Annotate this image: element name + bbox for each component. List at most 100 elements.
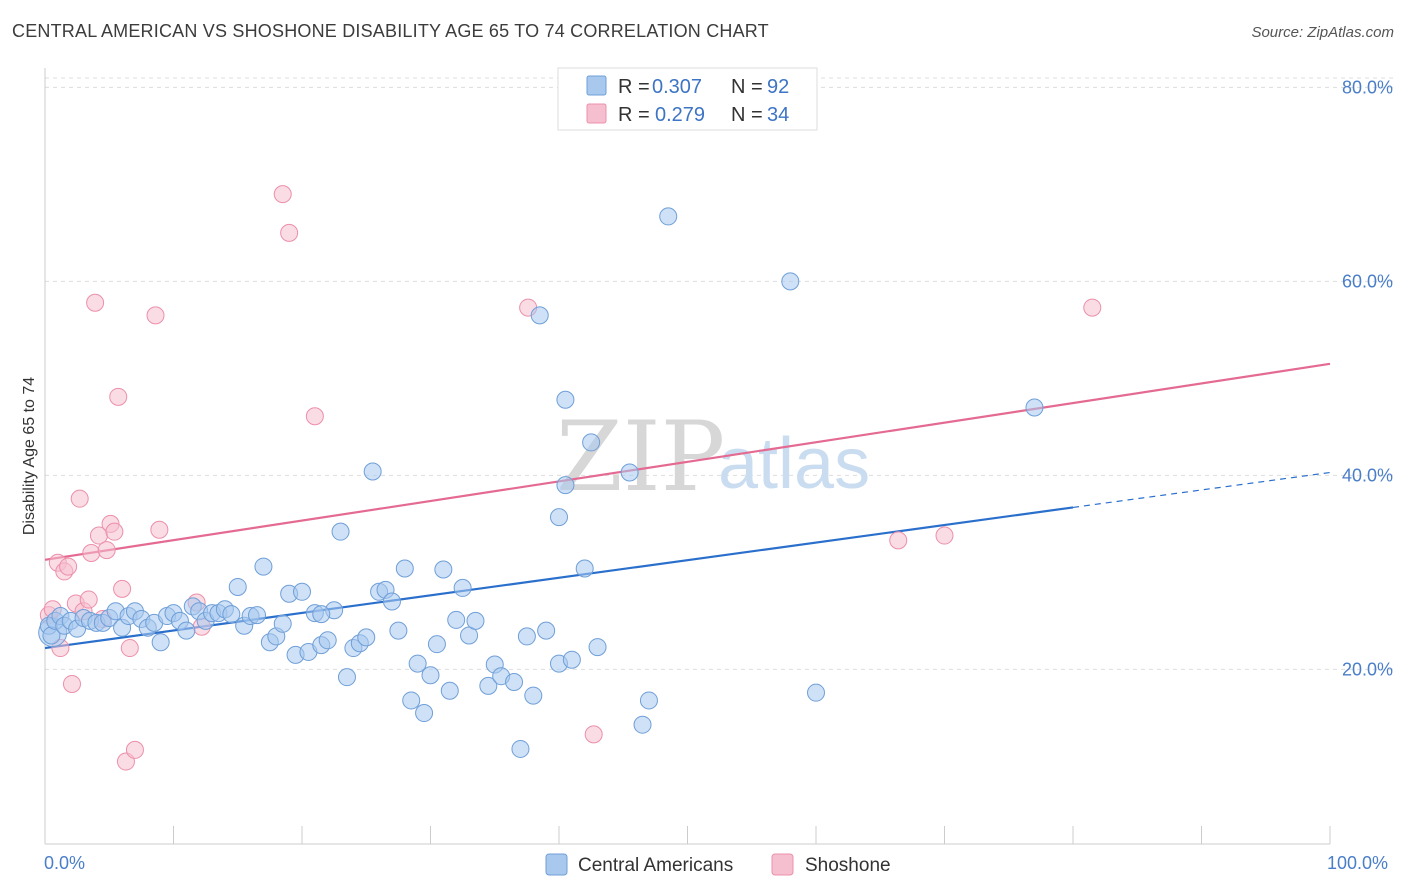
central-americans-point-48 bbox=[337, 668, 356, 687]
chart-title: CENTRAL AMERICAN VS SHOSHONE DISABILITY … bbox=[12, 21, 769, 41]
central-americans-point-69 bbox=[479, 676, 498, 695]
central-americans-point-84 bbox=[556, 390, 575, 409]
trend-lines bbox=[44, 362, 1331, 650]
shoshone-point-27 bbox=[273, 185, 292, 204]
shoshone-point-19 bbox=[113, 579, 132, 598]
legend-swatch-pink bbox=[586, 103, 607, 124]
legend-r-value-2: 0.279 bbox=[655, 104, 705, 126]
central-americans-point-81 bbox=[588, 638, 607, 657]
central-americans-point-30 bbox=[222, 605, 241, 624]
shoshone-point-22 bbox=[125, 740, 144, 759]
bottom-legend: Central Americans Shoshone bbox=[545, 853, 891, 876]
central-americans-point-35 bbox=[254, 557, 273, 576]
central-americans-point-82 bbox=[550, 508, 568, 527]
legend-n-value-2: 34 bbox=[767, 104, 789, 126]
central-americans-point-74 bbox=[517, 627, 536, 646]
bottom-legend-label-blue: Central Americans bbox=[578, 855, 733, 876]
central-americans-point-57 bbox=[395, 559, 414, 578]
central-americans-point-64 bbox=[440, 681, 459, 700]
legend-r-label-2: R = bbox=[618, 104, 650, 126]
central-americans-point-59 bbox=[408, 654, 427, 673]
central-americans-point-38 bbox=[273, 614, 292, 633]
y-axis-title: Disability Age 65 to 74 bbox=[21, 377, 38, 535]
shoshone-point-6 bbox=[62, 674, 81, 693]
legend-n-label-2: N = bbox=[731, 104, 763, 126]
central-americans-point-79 bbox=[562, 650, 581, 669]
bottom-legend-swatch-blue bbox=[545, 853, 568, 876]
central-americans-point-78 bbox=[556, 476, 575, 495]
watermark-atlas: atlas bbox=[718, 424, 870, 504]
shoshone-point-23 bbox=[146, 306, 165, 325]
central-americans-point-51 bbox=[357, 628, 376, 647]
trend-line-central-americans bbox=[44, 506, 1074, 650]
central-americans-point-80 bbox=[575, 559, 594, 578]
shoshone-point-28 bbox=[280, 223, 299, 242]
shoshone-point-21 bbox=[120, 639, 139, 658]
central-americans-point-41 bbox=[293, 582, 311, 601]
legend-r-value-1: 0.307 bbox=[652, 76, 702, 98]
central-americans-point-23 bbox=[177, 621, 196, 640]
central-americans-points bbox=[38, 207, 1044, 758]
trend-line-shoshone bbox=[44, 362, 1331, 561]
y-tick-label-20: 20.0% bbox=[1342, 659, 1393, 679]
central-americans-point-63 bbox=[434, 560, 453, 579]
central-americans-point-86 bbox=[620, 463, 639, 482]
trend-line-central-americans-extension bbox=[1072, 471, 1331, 509]
x-ticks bbox=[44, 826, 1331, 844]
shoshone-point-24 bbox=[150, 520, 169, 539]
central-americans-point-62 bbox=[427, 635, 446, 654]
legend-r-label-1: R = bbox=[618, 76, 650, 98]
x-tick-label-min: 0.0% bbox=[44, 853, 85, 873]
shoshone-point-10 bbox=[79, 590, 98, 609]
central-americans-point-75 bbox=[524, 686, 543, 705]
shoshone-point-29 bbox=[305, 407, 324, 426]
gridlines bbox=[45, 77, 1393, 670]
central-americans-point-88 bbox=[639, 691, 658, 710]
central-americans-point-61 bbox=[421, 666, 440, 685]
top-legend: R = 0.307 N = 92 R = 0.279 N = 34 bbox=[557, 67, 818, 131]
central-americans-point-45 bbox=[318, 631, 337, 650]
central-americans-point-47 bbox=[331, 522, 350, 541]
central-americans-point-91 bbox=[807, 683, 825, 702]
central-americans-point-66 bbox=[453, 578, 472, 597]
central-americans-point-92 bbox=[1025, 398, 1044, 417]
legend-n-value-1: 92 bbox=[767, 76, 789, 98]
legend-swatch-blue bbox=[586, 75, 607, 96]
central-americans-point-52 bbox=[363, 462, 382, 481]
shoshone-point-17 bbox=[105, 522, 124, 541]
central-americans-point-19 bbox=[151, 633, 170, 652]
shoshone-point-33 bbox=[935, 526, 954, 545]
central-americans-point-60 bbox=[415, 704, 434, 723]
source-label: Source: ZipAtlas.com bbox=[1251, 24, 1394, 41]
shoshone-point-8 bbox=[70, 489, 89, 508]
central-americans-point-93 bbox=[312, 605, 331, 624]
shoshone-point-11 bbox=[82, 544, 101, 562]
y-tick-label-80: 80.0% bbox=[1342, 77, 1393, 97]
central-americans-point-85 bbox=[582, 433, 601, 452]
central-americans-point-58 bbox=[402, 691, 421, 710]
central-americans-point-89 bbox=[659, 207, 678, 226]
shoshone-point-15 bbox=[97, 541, 116, 560]
central-americans-point-68 bbox=[466, 611, 485, 630]
central-americans-point-31 bbox=[228, 577, 247, 596]
x-tick-label-max: 100.0% bbox=[1327, 853, 1388, 873]
central-americans-point-34 bbox=[248, 606, 267, 625]
central-americans-point-72 bbox=[505, 673, 524, 692]
bottom-legend-label-pink: Shoshone bbox=[805, 855, 891, 876]
central-americans-point-90 bbox=[781, 272, 800, 291]
central-americans-point-76 bbox=[537, 621, 556, 640]
shoshone-point-32 bbox=[889, 531, 908, 550]
y-tick-label-40: 40.0% bbox=[1342, 465, 1393, 485]
y-tick-label-60: 60.0% bbox=[1342, 271, 1393, 291]
shoshone-point-18 bbox=[109, 387, 128, 406]
central-americans-point-65 bbox=[447, 610, 466, 629]
central-americans-point-55 bbox=[382, 592, 401, 611]
watermark-zip: ZIP bbox=[556, 401, 725, 513]
y-tick-labels: 20.0% 40.0% 60.0% 80.0% bbox=[1342, 77, 1393, 679]
central-americans-point-87 bbox=[633, 715, 652, 734]
legend-n-label-1: N = bbox=[731, 76, 763, 98]
bottom-legend-swatch-pink bbox=[771, 853, 794, 876]
shoshone-point-12 bbox=[86, 293, 105, 312]
central-americans-point-56 bbox=[389, 621, 408, 640]
